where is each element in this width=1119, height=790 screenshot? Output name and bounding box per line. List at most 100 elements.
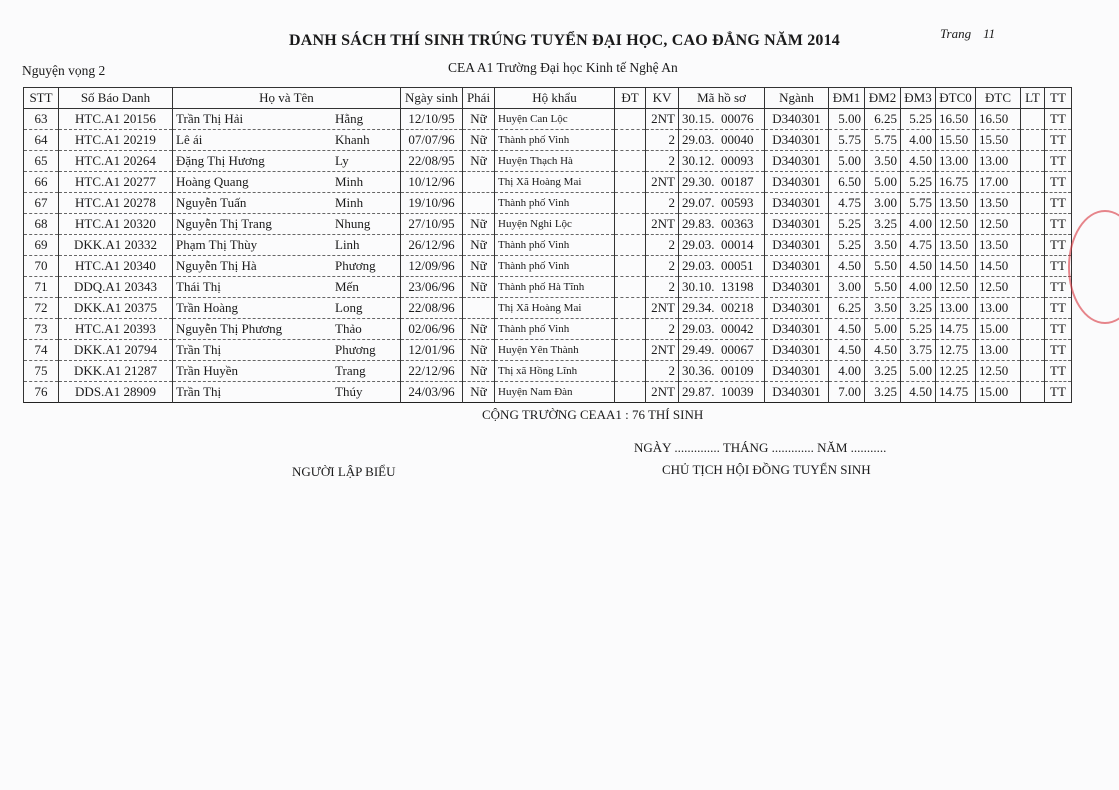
table-row: 74 DKK.A1 20794 Trần Thị Phương 12/01/96 Nữ Hu… [23, 339, 1072, 361]
table-cell: 22/08/95 [400, 150, 463, 172]
table-cell: 3.25 [864, 213, 901, 235]
table-cell [1020, 381, 1045, 403]
table-cell: 17.00 [975, 171, 1021, 193]
table-cell: Huyện Yên Thành [494, 339, 615, 361]
table-cell [1020, 339, 1045, 361]
table-cell [614, 150, 646, 172]
table-cell: 74 [23, 339, 59, 361]
table-cell: Thành phố Vinh [494, 192, 615, 214]
table-cell: 76 [23, 381, 59, 403]
table-cell [1020, 150, 1045, 172]
table-header: STT Số Báo Danh Họ và Tên Ngày sinh Phái Hộ k… [23, 87, 1072, 109]
document-title: DANH SÁCH THÍ SINH TRÚNG TUYỂN ĐẠI HỌC, … [288, 32, 840, 49]
full-name-cell: Nguyễn Tuấn Minh [172, 192, 401, 214]
column-header: ĐT [614, 87, 646, 109]
table-cell: 07/07/96 [400, 129, 463, 151]
table-cell: 4.75 [900, 234, 936, 256]
table-cell: Thành phố Vinh [494, 318, 615, 340]
table-row: 64 HTC.A1 20219 Lê ái Khanh 07/07/96 Nữ Thành … [23, 129, 1072, 151]
table-cell: D340301 [764, 129, 829, 151]
table-cell: 4.00 [900, 213, 936, 235]
table-cell: D340301 [764, 171, 829, 193]
table-cell: 29.83. 00363 [678, 213, 765, 235]
table-cell: 6.25 [864, 108, 901, 130]
table-cell [462, 297, 495, 319]
table-cell: TT [1044, 192, 1072, 214]
full-name-cell: Phạm Thị Thùy Linh [172, 234, 401, 256]
table-cell: Thị xã Hồng Lĩnh [494, 360, 615, 382]
table-cell: 13.50 [935, 192, 976, 214]
table-cell: 12.75 [935, 339, 976, 361]
table-cell: 13.50 [935, 234, 976, 256]
table-cell: TT [1044, 276, 1072, 298]
table-row: 71 DDQ.A1 20343 Thái Thị Mến 23/06/96 Nữ Thành… [23, 276, 1072, 298]
table-cell: TT [1044, 129, 1072, 151]
table-cell: 4.50 [864, 339, 901, 361]
table-cell: 22/08/96 [400, 297, 463, 319]
table-cell: Nữ [462, 339, 495, 361]
table-cell: 16.50 [935, 108, 976, 130]
table-cell: 72 [23, 297, 59, 319]
table-cell: D340301 [764, 192, 829, 214]
chairman-signature-label: CHỦ TỊCH HỘI ĐỒNG TUYỂN SINH [662, 462, 871, 477]
table-cell: 4.50 [900, 381, 936, 403]
table-cell [1020, 108, 1045, 130]
table-cell: 19/10/96 [400, 192, 463, 214]
table-cell: 2 [645, 360, 679, 382]
admission-table: STT Số Báo Danh Họ và Tên Ngày sinh Phái Hộ k… [23, 87, 1072, 403]
table-cell: 69 [23, 234, 59, 256]
table-cell: D340301 [764, 213, 829, 235]
table-cell: 3.75 [900, 339, 936, 361]
red-seal-stamp [1068, 210, 1119, 324]
table-row: 66 HTC.A1 20277 Hoàng Quang Minh 10/12/96 Thị… [23, 171, 1072, 193]
full-name-cell: Thái Thị Mến [172, 276, 401, 298]
table-cell: TT [1044, 171, 1072, 193]
table-cell [462, 192, 495, 214]
table-cell: 5.25 [828, 234, 865, 256]
table-cell: 5.75 [864, 129, 901, 151]
column-header: Họ và Tên [172, 87, 401, 109]
table-cell: 5.50 [864, 276, 901, 298]
table-cell: 24/03/96 [400, 381, 463, 403]
table-row: 65 HTC.A1 20264 Đặng Thị Hương Ly 22/08/95 Nữ… [23, 150, 1072, 172]
table-cell: DKK.A1 20375 [58, 297, 173, 319]
table-cell [1020, 192, 1045, 214]
table-cell [1020, 360, 1045, 382]
full-name-cell: Trần Hoàng Long [172, 297, 401, 319]
table-cell: 67 [23, 192, 59, 214]
table-cell: 14.75 [935, 318, 976, 340]
table-cell: 23/06/96 [400, 276, 463, 298]
table-cell: HTC.A1 20264 [58, 150, 173, 172]
table-cell: 5.00 [900, 360, 936, 382]
table-cell: 29.49. 00067 [678, 339, 765, 361]
given-name: Hằng [335, 111, 364, 126]
table-cell: 13.00 [975, 150, 1021, 172]
table-cell: Nữ [462, 234, 495, 256]
table-cell: Nữ [462, 150, 495, 172]
column-header: ĐTC [975, 87, 1021, 109]
table-row: 68 HTC.A1 20320 Nguyễn Thị Trang Nhung 27/10… [23, 213, 1072, 235]
table-cell [614, 381, 646, 403]
surname: Nguyễn Thị Phương [176, 321, 283, 336]
table-cell: TT [1044, 213, 1072, 235]
table-cell: 14.50 [935, 255, 976, 277]
table-row: 67 HTC.A1 20278 Nguyễn Tuấn Minh 19/10/96 Thà… [23, 192, 1072, 214]
table-cell: TT [1044, 150, 1072, 172]
table-cell: 5.75 [900, 192, 936, 214]
table-cell: Thành phố Hà Tĩnh [494, 276, 615, 298]
table-cell: HTC.A1 20277 [58, 171, 173, 193]
table-cell: 4.00 [900, 129, 936, 151]
table-cell [614, 339, 646, 361]
surname: Đặng Thị Hương [176, 153, 265, 168]
table-cell: Nữ [462, 255, 495, 277]
table-cell: D340301 [764, 360, 829, 382]
table-cell: 26/12/96 [400, 234, 463, 256]
table-cell: 2 [645, 255, 679, 277]
given-name: Long [335, 300, 363, 315]
table-cell: 73 [23, 318, 59, 340]
table-cell: DKK.A1 21287 [58, 360, 173, 382]
table-row: 63 HTC.A1 20156 Trần Thị Hải Hằng 12/10/95 Nữ… [23, 108, 1072, 130]
table-cell: 3.25 [900, 297, 936, 319]
table-cell: Thị Xã Hoàng Mai [494, 171, 615, 193]
table-cell: 5.00 [864, 318, 901, 340]
